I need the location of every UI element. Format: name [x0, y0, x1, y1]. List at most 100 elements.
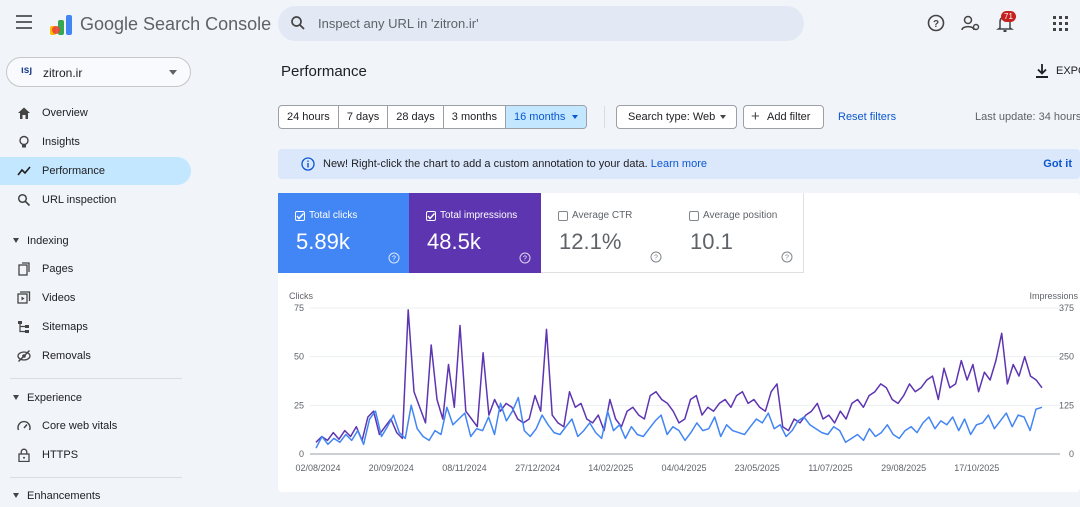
series-line-clicks — [315, 396, 1043, 449]
x-tick-label: 02/08/2024 — [295, 463, 340, 473]
performance-chart[interactable]: Clicks Impressions 0 25 50 75 0 125 250 375 02/… — [278, 285, 1080, 485]
search-icon — [17, 193, 31, 207]
manage-users-icon[interactable] — [959, 12, 981, 34]
right-tick-label: 125 — [1059, 400, 1074, 410]
help-icon[interactable]: ? — [388, 252, 400, 264]
sidebar-item-label: Sitemaps — [42, 321, 88, 333]
chevron-down-icon — [169, 70, 177, 75]
checkbox-checked-icon[interactable] — [426, 211, 436, 221]
metric-label: Average position — [703, 210, 778, 221]
search-type-filter[interactable]: Search type: Web — [616, 105, 737, 129]
sidebar-item-insights[interactable]: Insights — [0, 128, 191, 156]
url-inspection-search — [278, 6, 804, 41]
range-24-hours[interactable]: 24 hours — [279, 106, 339, 128]
metric-value: 5.89k — [296, 229, 350, 254]
add-filter-button[interactable]: + Add filter — [743, 105, 824, 129]
metric-value: 48.5k — [427, 229, 481, 254]
sidebar-item-label: Pages — [42, 263, 74, 275]
right-tick-label: 0 — [1069, 449, 1074, 459]
section-indexing[interactable]: Indexing — [0, 230, 191, 252]
left-tick-label: 75 — [294, 303, 304, 313]
filter-separator — [604, 106, 605, 128]
range-28-days[interactable]: 28 days — [388, 106, 444, 128]
export-button[interactable]: EXPORT — [1033, 62, 1080, 82]
checkbox-unchecked-icon[interactable] — [558, 211, 568, 221]
sidebar-item-label: Performance — [42, 165, 105, 177]
sidebar-item-core-web-vitals[interactable]: Core web vitals — [0, 412, 191, 440]
right-axis-label: Impressions — [1029, 291, 1078, 301]
series-line-impressions — [315, 309, 1043, 443]
checkbox-unchecked-icon[interactable] — [689, 211, 699, 221]
range-3-months[interactable]: 3 months — [444, 106, 507, 128]
x-tick-label: 17/10/2025 — [954, 463, 999, 473]
section-label: Experience — [27, 392, 83, 404]
help-icon[interactable]: ? — [519, 252, 531, 264]
svg-text:?: ? — [785, 255, 789, 262]
section-experience[interactable]: Experience — [0, 387, 191, 409]
download-icon — [1036, 64, 1048, 78]
sitemap-icon — [18, 321, 29, 333]
metric-average-ctr[interactable]: Average CTR 12.1% ? — [541, 193, 673, 273]
reset-filters-link[interactable]: Reset filters — [838, 111, 897, 123]
chevron-down-icon — [720, 115, 726, 119]
metric-total-impressions[interactable]: Total impressions 48.5k ? — [409, 193, 541, 273]
right-tick-label: 375 — [1059, 303, 1074, 313]
x-tick-label: 29/08/2025 — [881, 463, 926, 473]
lock-icon — [18, 448, 30, 462]
section-label: Enhancements — [27, 490, 101, 502]
sidebar-divider — [10, 378, 182, 379]
help-icon[interactable]: ? — [781, 251, 793, 263]
plus-icon: + — [751, 108, 760, 125]
sidebar-item-label: Insights — [42, 136, 80, 148]
range-16-months[interactable]: 16 months — [506, 106, 587, 128]
sidebar-item-performance[interactable]: Performance — [0, 157, 191, 185]
x-tick-label: 04/04/2025 — [661, 463, 706, 473]
svg-text:?: ? — [933, 19, 939, 30]
sidebar-item-label: Overview — [42, 107, 88, 119]
search-console-logo — [50, 15, 72, 35]
sidebar-item-sitemaps[interactable]: Sitemaps — [0, 313, 191, 341]
app-title: Google Search Console — [80, 14, 272, 34]
learn-more-link[interactable]: Learn more — [650, 158, 707, 170]
trending-up-icon — [17, 166, 31, 176]
svg-text:?: ? — [654, 255, 658, 262]
sidebar-item-url-inspection[interactable]: URL inspection — [0, 186, 191, 214]
expand-icon — [13, 493, 19, 498]
sidebar-item-overview[interactable]: Overview — [0, 99, 191, 127]
export-label: EXPORT — [1056, 65, 1080, 77]
metric-value: 10.1 — [690, 229, 733, 254]
sidebar-item-pages[interactable]: Pages — [0, 255, 191, 283]
help-icon[interactable]: ? — [925, 12, 947, 34]
checkbox-checked-icon[interactable] — [295, 211, 305, 221]
range-7-days[interactable]: 7 days — [339, 106, 389, 128]
x-tick-label: 20/09/2024 — [369, 463, 414, 473]
sidebar-item-label: Core web vitals — [42, 420, 118, 432]
banner-text: New! Right-click the chart to add a cust… — [323, 158, 648, 170]
search-input[interactable] — [318, 6, 788, 41]
help-icon[interactable]: ? — [650, 251, 662, 263]
x-tick-label: 27/12/2024 — [515, 463, 560, 473]
svg-text:?: ? — [523, 256, 527, 263]
x-tick-label: 11/07/2025 — [808, 463, 852, 473]
menu-icon[interactable] — [16, 15, 32, 29]
property-name: zitron.ir — [43, 66, 83, 80]
property-selector[interactable]: ιsȷ zitron.ir — [6, 57, 191, 87]
apps-grid-icon[interactable] — [1049, 12, 1071, 34]
sidebar-item-removals[interactable]: Removals — [0, 342, 191, 370]
section-enhancements[interactable]: Enhancements — [0, 485, 191, 507]
metric-average-position[interactable]: Average position 10.1 ? — [672, 193, 804, 273]
x-tick-label: 14/02/2025 — [588, 463, 633, 473]
section-label: Indexing — [27, 235, 69, 247]
lightbulb-icon — [19, 135, 29, 148]
chevron-down-icon — [572, 115, 579, 120]
sidebar-item-videos[interactable]: Videos — [0, 284, 191, 312]
got-it-button[interactable]: Got it — [1043, 158, 1072, 170]
left-tick-label: 25 — [294, 400, 304, 410]
sidebar-item-label: HTTPS — [42, 449, 79, 461]
sidebar-item-https[interactable]: HTTPS — [0, 441, 191, 469]
speed-icon — [17, 420, 31, 431]
metric-total-clicks[interactable]: Total clicks 5.89k ? — [278, 193, 410, 273]
info-icon — [301, 157, 315, 171]
left-tick-label: 0 — [299, 449, 304, 459]
x-tick-label: 23/05/2025 — [735, 463, 780, 473]
